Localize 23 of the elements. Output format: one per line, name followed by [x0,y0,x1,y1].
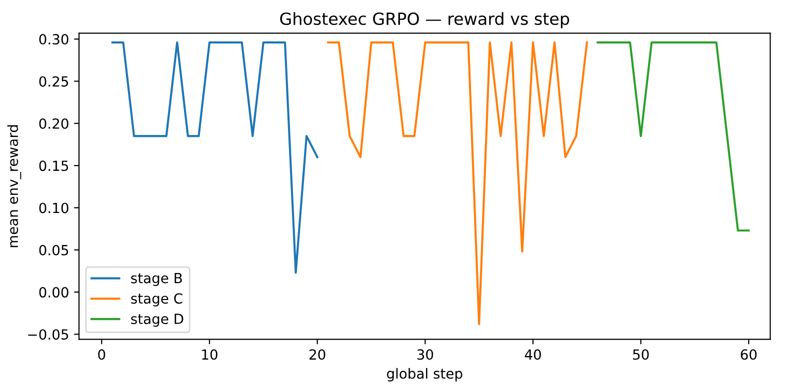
y-tick-label: 0.15 [39,160,68,172]
x-tick-label: 0 [98,349,106,360]
y-tick-label: 0.00 [39,287,68,298]
y-tick-label: 0.25 [39,76,68,87]
x-tick-label: 20 [310,349,326,360]
y-tick-label: −0.05 [28,329,68,340]
x-axis-title: global step [386,368,462,382]
legend-label: stage B [131,273,182,286]
x-tick-label: 10 [202,349,218,360]
x-tick-label: 30 [417,349,434,360]
y-tick-label: 0.30 [39,34,68,45]
y-tick-label: 0.10 [39,202,68,214]
y-axis-title: mean env_reward [7,125,22,248]
line-series [327,41,588,326]
legend-label: stage D [131,314,184,327]
chart-title: Ghostexec GRPO — reward vs step [280,12,570,28]
y-tick-label: 0.05 [39,244,68,256]
y-tick-label: 0.20 [39,118,68,129]
x-tick-label: 60 [740,349,757,360]
x-tick-label: 50 [633,349,649,360]
line-series [111,41,318,274]
x-tick-label: 40 [524,349,541,360]
legend-label: stage C [131,293,182,306]
